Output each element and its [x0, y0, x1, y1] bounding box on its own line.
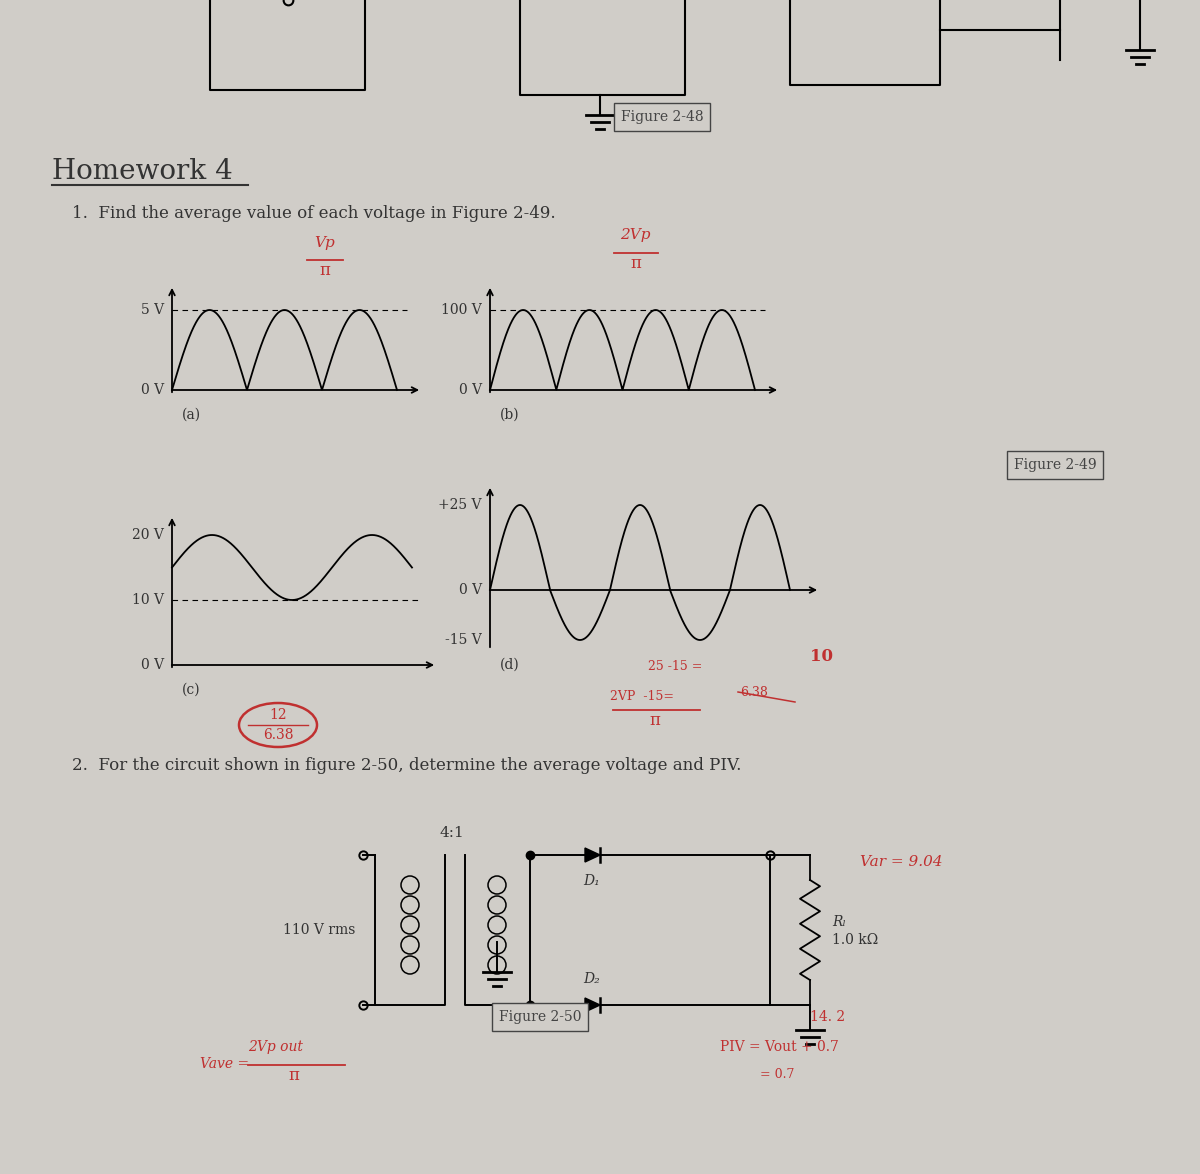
Text: 2Vp: 2Vp — [620, 228, 650, 242]
Text: 12: 12 — [269, 708, 287, 722]
Text: +25 V: +25 V — [438, 498, 482, 512]
Text: Figure 2-49: Figure 2-49 — [1014, 458, 1097, 472]
Text: D₁: D₁ — [583, 873, 600, 888]
Text: Figure 2-48: Figure 2-48 — [620, 110, 703, 124]
Text: 25 -15 =: 25 -15 = — [648, 660, 702, 673]
Text: 0 V: 0 V — [458, 583, 482, 598]
Text: (d): (d) — [500, 657, 520, 672]
Text: 10: 10 — [810, 648, 833, 664]
Text: π: π — [288, 1067, 300, 1084]
Text: (c): (c) — [182, 683, 200, 697]
Text: Var = 9.04: Var = 9.04 — [860, 855, 943, 869]
Text: Vave =: Vave = — [200, 1057, 250, 1071]
Text: 0 V: 0 V — [140, 657, 164, 672]
Text: 10 V: 10 V — [132, 593, 164, 607]
Text: Rₗ: Rₗ — [832, 915, 846, 929]
Text: 1.  Find the average value of each voltage in Figure 2-49.: 1. Find the average value of each voltag… — [72, 205, 556, 222]
Text: 14. 2: 14. 2 — [810, 1010, 845, 1024]
Text: 0 V: 0 V — [458, 383, 482, 397]
Text: 2.  For the circuit shown in figure 2-50, determine the average voltage and PIV.: 2. For the circuit shown in figure 2-50,… — [72, 757, 742, 774]
Polygon shape — [586, 848, 600, 862]
Text: π: π — [649, 711, 660, 729]
Text: 100 V: 100 V — [442, 303, 482, 317]
Text: Figure 2-50: Figure 2-50 — [499, 1010, 581, 1024]
Text: 5 V: 5 V — [140, 303, 164, 317]
Text: 0 V: 0 V — [140, 383, 164, 397]
Text: 4:1: 4:1 — [439, 826, 464, 841]
Text: D₂: D₂ — [583, 972, 600, 986]
Text: 2VP  -15=: 2VP -15= — [610, 690, 674, 703]
Text: -15 V: -15 V — [445, 633, 482, 647]
Text: π: π — [630, 255, 641, 272]
Text: 6.38: 6.38 — [740, 686, 768, 699]
Text: Homework 4: Homework 4 — [52, 158, 233, 185]
Text: 20 V: 20 V — [132, 528, 164, 542]
Text: (a): (a) — [182, 409, 202, 421]
Text: 110 V rms: 110 V rms — [283, 923, 355, 937]
Text: π: π — [319, 262, 330, 279]
Text: 6.38: 6.38 — [263, 728, 293, 742]
Polygon shape — [586, 998, 600, 1012]
Text: = 0.7: = 0.7 — [760, 1068, 794, 1081]
Text: Vp: Vp — [314, 236, 335, 250]
Text: PIV = Vout + 0.7: PIV = Vout + 0.7 — [720, 1040, 839, 1054]
Text: (b): (b) — [500, 409, 520, 421]
Text: 2Vp out: 2Vp out — [248, 1040, 302, 1054]
Text: 1.0 kΩ: 1.0 kΩ — [832, 933, 878, 947]
